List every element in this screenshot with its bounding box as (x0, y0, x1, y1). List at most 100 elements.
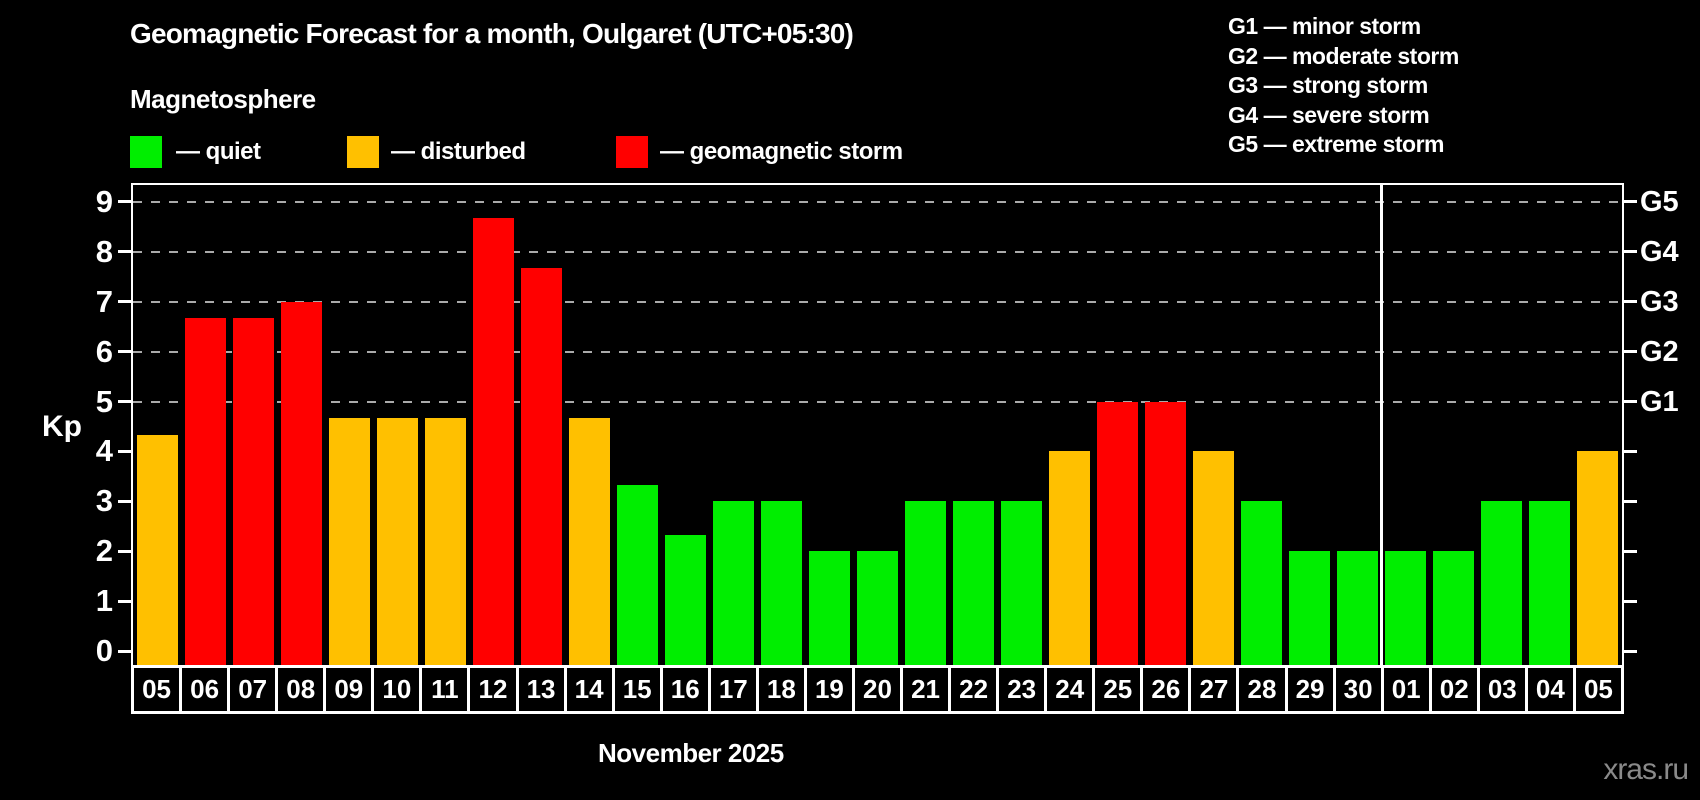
month-boundary-line (1380, 185, 1384, 666)
day-label-cell-18: 18 (755, 665, 807, 714)
y-tick-left-0 (118, 649, 131, 653)
day-axis-row: 05 06 07 08 09 10 11 12 13 14 15 16 17 18 19 20 21 22 23 24… (131, 665, 1624, 714)
kp-bar-day-27 (1193, 451, 1235, 666)
y-axis-label-9: 9 (95, 183, 113, 219)
kp-bar-day-26 (1145, 401, 1187, 666)
day-label-cell-29: 29 (1284, 665, 1336, 714)
day-label-cell-06: 06 (179, 665, 231, 714)
kp-gridline-G2 (133, 350, 1622, 353)
y-axis-label-2: 2 (95, 533, 113, 569)
kp-bar-day-03 (1481, 501, 1523, 666)
y-tick-right-7 (1624, 300, 1637, 304)
legend-swatch-quiet (130, 136, 162, 168)
kp-bar-day-28 (1241, 501, 1283, 666)
kp-bar-day-02 (1433, 551, 1475, 666)
day-label-cell-20: 20 (851, 665, 903, 714)
kp-axis-title: Kp (42, 410, 82, 443)
day-label-cell-04: 04 (1524, 665, 1576, 714)
y-tick-right-2 (1624, 549, 1637, 553)
legend-swatch-disturbed (347, 136, 379, 168)
kp-bar-day-19 (808, 551, 850, 666)
g-axis-label-G5: G5 (1640, 185, 1679, 218)
day-label-cell-22: 22 (948, 665, 1000, 714)
day-label-cell-13: 13 (515, 665, 567, 714)
y-tick-right-9 (1624, 200, 1637, 204)
y-tick-left-2 (118, 549, 131, 553)
kp-bar-day-14 (568, 417, 610, 666)
legend-swatch-storm (616, 136, 648, 168)
g-legend-line-2: G2 — moderate storm (1228, 42, 1459, 69)
g-legend-line-3: G3 — strong storm (1228, 72, 1428, 98)
g-legend-line-5: G5 — extreme storm (1228, 131, 1444, 157)
y-axis-label-0: 0 (95, 633, 113, 668)
day-label-cell-09: 09 (323, 665, 375, 714)
y-tick-right-4 (1624, 449, 1637, 453)
g-axis-label-G4: G4 (1640, 235, 1679, 268)
day-label-cell-08: 08 (275, 665, 327, 714)
magnetosphere-label: Magnetosphere (130, 84, 316, 114)
day-label-cell-07: 07 (227, 665, 279, 714)
kp-bar-day-24 (1049, 451, 1091, 666)
day-label-cell-25: 25 (1092, 665, 1144, 714)
g-legend-line-4: G4 — severe storm (1228, 101, 1430, 128)
day-label-cell-19: 19 (803, 665, 855, 714)
y-tick-right-1 (1624, 599, 1637, 603)
kp-bar-day-01 (1385, 551, 1427, 666)
y-tick-left-7 (118, 300, 131, 304)
kp-gridline-G1 (133, 400, 1622, 403)
day-label-cell-30: 30 (1332, 665, 1384, 714)
day-label-cell-02: 02 (1428, 665, 1480, 714)
kp-bar-day-15 (616, 484, 658, 666)
day-label-cell-23: 23 (996, 665, 1048, 714)
y-tick-right-3 (1624, 499, 1637, 503)
kp-bar-day-04 (1529, 501, 1571, 666)
kp-gridline-G3 (133, 300, 1622, 303)
chart-title: Geomagnetic Forecast for a month, Oulgar… (130, 18, 854, 49)
kp-bar-day-08 (280, 301, 322, 666)
day-label-cell-17: 17 (707, 665, 759, 714)
kp-bar-day-23 (1001, 501, 1043, 666)
day-label-cell-03: 03 (1476, 665, 1528, 714)
y-tick-left-9 (118, 200, 131, 204)
g-axis-label-G3: G3 (1640, 285, 1679, 318)
y-axis-label-6: 6 (95, 333, 113, 369)
kp-bar-day-21 (905, 501, 947, 666)
kp-bar-day-29 (1289, 551, 1331, 666)
day-label-cell-05: 05 (131, 665, 183, 714)
day-label-cell-28: 28 (1236, 665, 1288, 714)
kp-bar-day-06 (184, 318, 226, 666)
y-tick-left-8 (118, 250, 131, 254)
day-label-cell-26: 26 (1140, 665, 1192, 714)
y-tick-right-5 (1624, 400, 1637, 403)
g-legend-line-1: G1 — minor storm (1228, 13, 1421, 39)
x-axis-title: November 2025 (598, 738, 784, 768)
kp-bar-day-16 (664, 534, 706, 666)
y-tick-left-1 (118, 599, 131, 603)
y-tick-right-0 (1624, 649, 1637, 653)
day-label-cell-11: 11 (419, 665, 471, 714)
day-label-cell-14: 14 (563, 665, 615, 714)
day-label-cell-27: 27 (1188, 665, 1240, 714)
kp-bar-day-05 (1577, 451, 1619, 666)
g-axis-label-G1: G1 (1640, 385, 1679, 418)
kp-bar-day-12 (472, 218, 514, 666)
y-axis-label-4: 4 (95, 433, 113, 469)
g-axis-label-G2: G2 (1640, 335, 1679, 368)
kp-bar-day-07 (232, 318, 274, 666)
legend-label-disturbed: — disturbed (391, 138, 526, 165)
day-label-cell-12: 12 (467, 665, 519, 714)
day-label-cell-10: 10 (371, 665, 423, 714)
y-axis-label-5: 5 (95, 383, 113, 419)
day-label-cell-05: 05 (1572, 665, 1624, 714)
day-label-cell-16: 16 (659, 665, 711, 714)
kp-bar-day-11 (424, 417, 466, 666)
kp-bar-day-10 (376, 417, 418, 666)
day-label-cell-24: 24 (1044, 665, 1096, 714)
kp-bar-day-25 (1097, 401, 1139, 666)
day-label-cell-15: 15 (611, 665, 663, 714)
kp-bar-day-09 (328, 417, 370, 666)
legend-label-storm: — geomagnetic storm (660, 138, 903, 165)
y-axis-label-3: 3 (95, 483, 113, 519)
y-tick-right-6 (1624, 350, 1637, 354)
plot-frame (118, 183, 1637, 668)
